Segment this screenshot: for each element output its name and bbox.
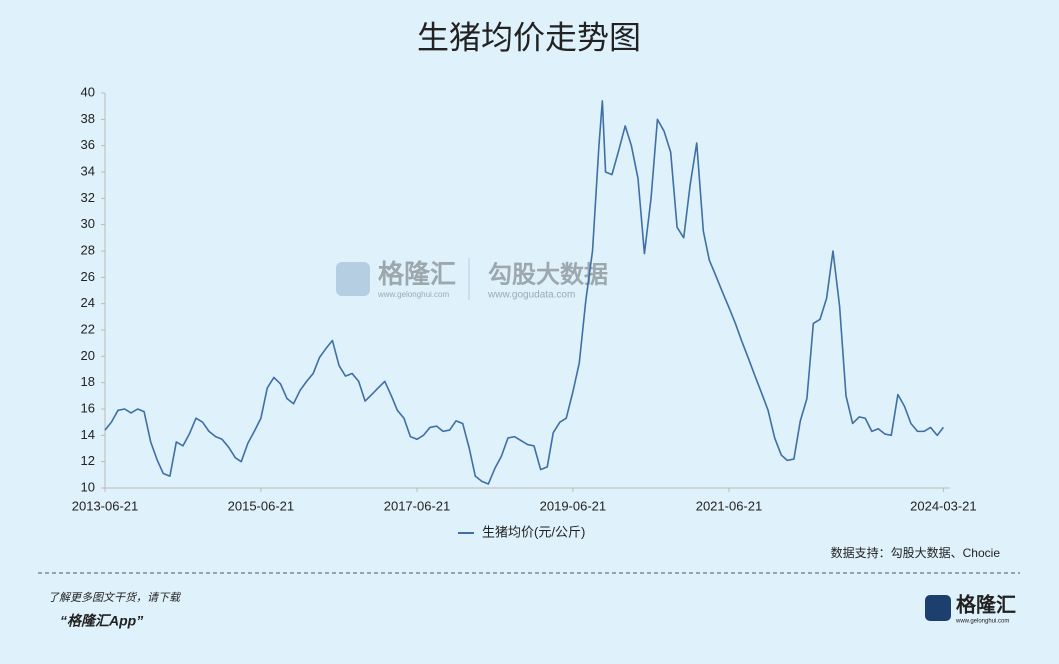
logo-text: 格隆汇 (956, 592, 1016, 616)
watermark-url: www.gogudata.com (487, 290, 575, 301)
line (104, 100, 945, 485)
watermark-url: www.gelonghui.com (377, 290, 449, 299)
watermark-icon (336, 262, 370, 296)
y-tick-label: 12 (81, 453, 95, 468)
source: 数据支持：勾股大数据、Chocie (831, 545, 1001, 560)
watermark-text: 格隆汇 (378, 259, 456, 289)
x-tick-label: 2015-06-21 (228, 498, 295, 513)
x-tick-label: 2024-03-21 (910, 498, 977, 513)
logo-icon (925, 595, 951, 621)
y-tick-label: 40 (81, 84, 95, 99)
y-tick-label: 18 (81, 374, 95, 389)
chart-title: 生猪均价走势图 (417, 19, 641, 55)
footer-prompt: 了解更多图文干货，请下载 (48, 591, 182, 604)
y-tick-label: 24 (81, 295, 95, 310)
y-tick-label: 28 (81, 242, 95, 257)
y-tick-label: 22 (81, 321, 95, 336)
y-tick-label: 10 (81, 479, 95, 494)
y-tick-label: 14 (81, 427, 95, 442)
y-tick-label: 30 (81, 216, 95, 231)
footer-app: “格隆汇App” (60, 613, 143, 629)
x-tick-label: 2021-06-21 (696, 498, 763, 513)
y-tick-label: 20 (81, 348, 95, 363)
y-tick-label: 38 (81, 111, 95, 126)
x-tick-label: 2013-06-21 (72, 498, 139, 513)
logo-url: www.gelonghui.com (955, 619, 1009, 625)
y-tick-label: 26 (81, 269, 95, 284)
x-tick-label: 2019-06-21 (540, 498, 607, 513)
y-tick-label: 36 (81, 137, 95, 152)
x-tick-label: 2017-06-21 (384, 498, 451, 513)
y-tick-label: 34 (81, 163, 95, 178)
legend-label: 生猪均价(元/公斤) (482, 524, 585, 539)
y-tick-label: 32 (81, 190, 95, 205)
y-tick-label: 16 (81, 400, 95, 415)
